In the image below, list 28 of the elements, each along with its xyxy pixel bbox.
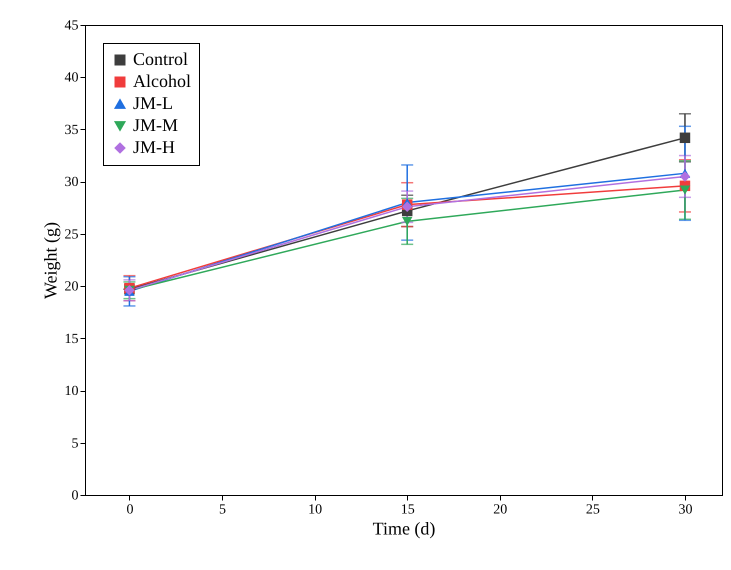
point — [680, 132, 690, 144]
y-tick-label: 35 — [64, 122, 78, 138]
legend-label: Alcohol — [133, 71, 191, 91]
x-tick-label: 0 — [126, 502, 134, 518]
legend-label: Control — [133, 49, 188, 69]
legend-label: JM-L — [133, 93, 173, 113]
y-tick-label: 25 — [64, 227, 78, 242]
y-tick-label: 10 — [64, 384, 78, 400]
y-tick-label: 40 — [64, 70, 78, 86]
y-tick-label: 20 — [64, 280, 78, 295]
y-tick-label: 15 — [64, 332, 78, 347]
x-tick-label: 10 — [308, 502, 322, 518]
point — [402, 216, 412, 226]
y-tick-label: 45 — [64, 18, 78, 34]
y-tick-label: 30 — [64, 175, 78, 190]
x-tick-label: 15 — [400, 502, 415, 518]
x-tick-label: 30 — [678, 502, 692, 518]
y-axis-title: Weight (g) — [40, 222, 60, 300]
point — [680, 185, 690, 195]
legend-label: JM-M — [133, 115, 178, 135]
legend-label: JM-H — [133, 137, 176, 157]
x-tick-label: 20 — [493, 502, 508, 518]
y-tick-label: 5 — [72, 436, 78, 452]
x-tick-label: 5 — [219, 502, 226, 518]
y-tick-label: 0 — [72, 488, 78, 504]
x-tick-label: 25 — [586, 502, 600, 518]
x-axis-title: Time (d) — [372, 518, 436, 538]
point — [680, 171, 690, 182]
